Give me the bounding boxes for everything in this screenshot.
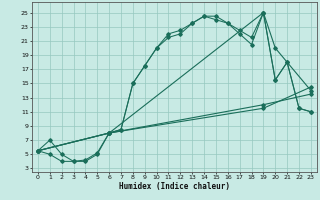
X-axis label: Humidex (Indice chaleur): Humidex (Indice chaleur) <box>119 182 230 191</box>
